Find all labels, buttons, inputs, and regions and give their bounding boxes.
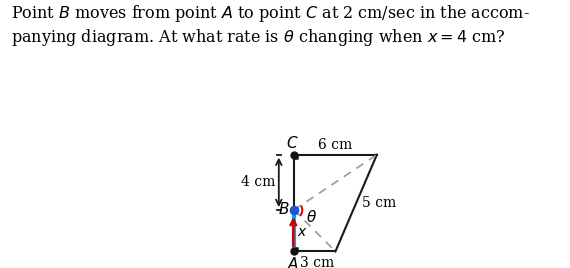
Text: $A$: $A$ bbox=[287, 256, 299, 268]
Text: $B$: $B$ bbox=[278, 201, 290, 217]
Text: 3 cm: 3 cm bbox=[300, 256, 335, 268]
Text: $x$: $x$ bbox=[297, 225, 307, 239]
Text: $\theta$: $\theta$ bbox=[307, 209, 317, 225]
Text: 5 cm: 5 cm bbox=[363, 196, 397, 210]
Text: 4 cm: 4 cm bbox=[241, 175, 275, 189]
Text: 6 cm: 6 cm bbox=[318, 138, 353, 152]
Text: $C$: $C$ bbox=[286, 135, 298, 151]
Text: Point $B$ moves from point $A$ to point $C$ at 2 cm/sec in the accom-
panying di: Point $B$ moves from point $A$ to point … bbox=[11, 3, 530, 48]
